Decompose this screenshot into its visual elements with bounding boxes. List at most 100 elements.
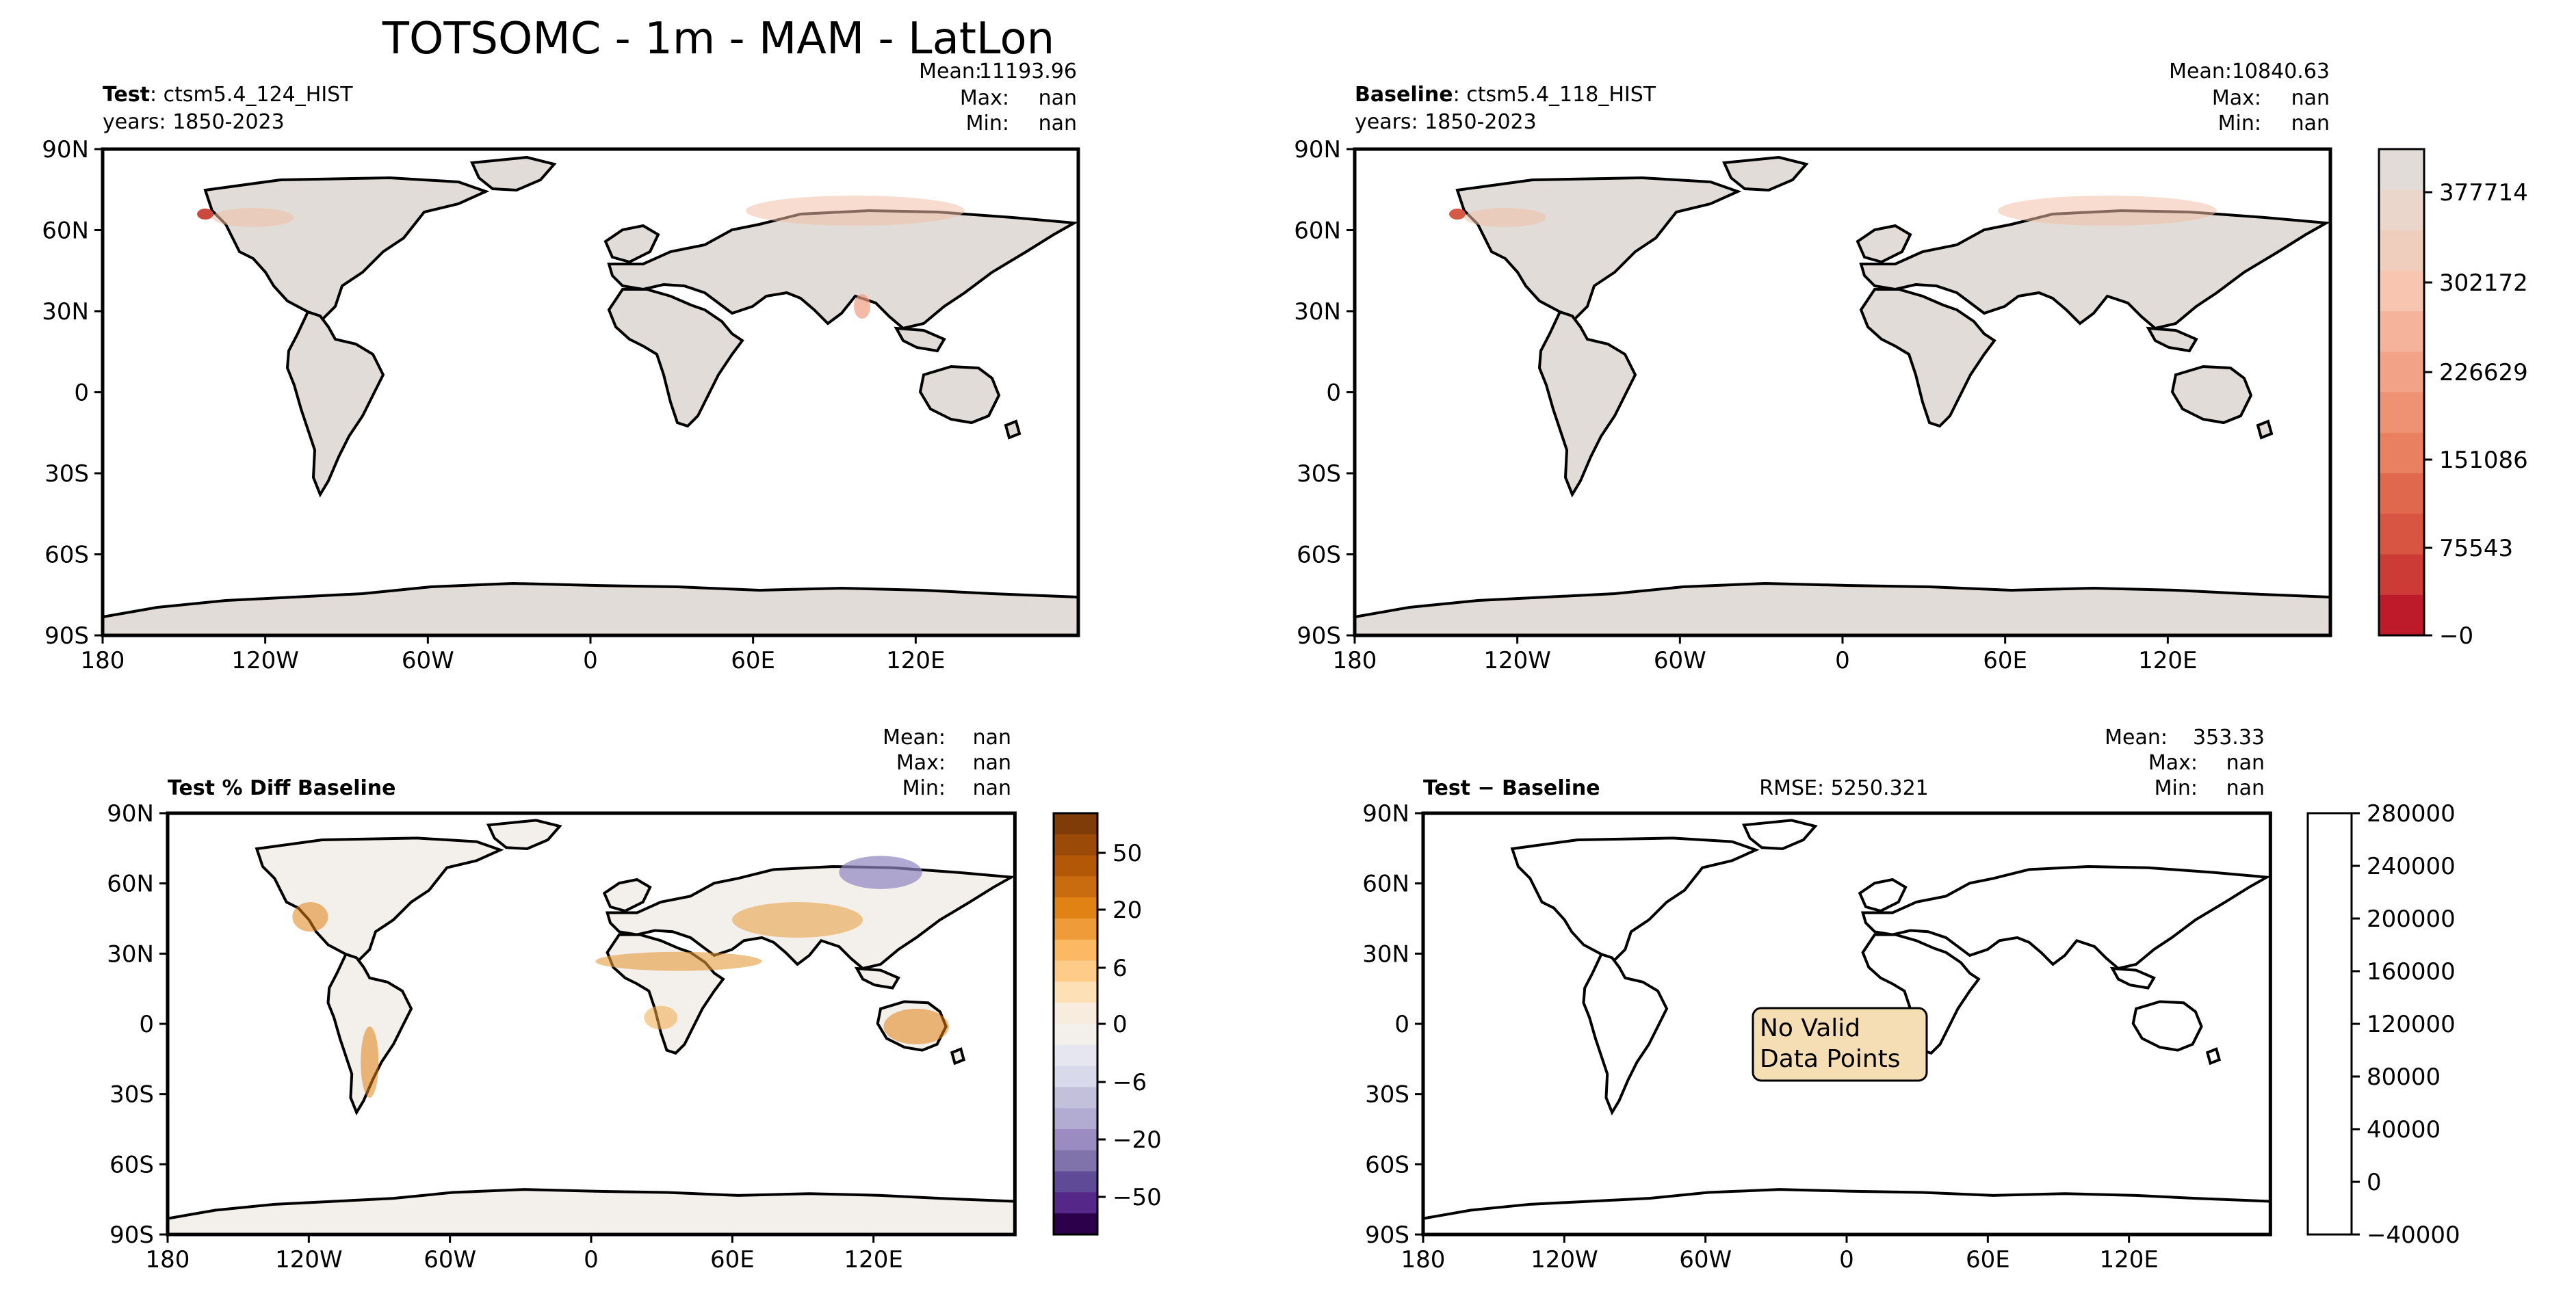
panel-baseline-max-label: Max: <box>2212 86 2261 110</box>
lat-tick-label: 90S <box>44 622 89 650</box>
lat-tick-label: 30S <box>1297 460 1341 488</box>
lat-tick-label: 60N <box>107 871 154 898</box>
colorbar-pct-segment <box>1054 855 1097 877</box>
colorbar-pct-segment <box>1054 1066 1097 1087</box>
panel-baseline-mean-label: Mean: <box>2169 60 2232 83</box>
lat-tick-label: 90N <box>1294 136 1341 163</box>
panel-diff-title: Test − Baseline <box>1423 776 1600 800</box>
colorbar-abs-segment <box>2379 594 2424 636</box>
map-anomaly <box>595 951 762 971</box>
lat-tick-label: 0 <box>1326 380 1341 407</box>
lon-tick-label: 120W <box>1531 1246 1598 1273</box>
panel-diff-min-value: nan <box>2226 776 2265 800</box>
lon-tick-label: 60W <box>1679 1246 1732 1273</box>
panel-test-max-value: nan <box>1039 86 1077 110</box>
panel-test-min-label: Min: <box>966 111 1009 135</box>
lat-tick-label: 30N <box>42 298 89 326</box>
colorbar-diff-label: 40000 <box>2367 1116 2441 1144</box>
lon-tick-label: 60E <box>731 647 775 674</box>
lon-tick-label: 0 <box>584 1246 599 1273</box>
lon-tick-label: 180 <box>81 647 125 674</box>
colorbar-abs-segment <box>2379 554 2424 596</box>
lat-tick-label: 30S <box>44 460 89 488</box>
colorbar-pct-segment <box>1054 1129 1097 1151</box>
panel-pctdiff-mean-value: nan <box>973 726 1011 750</box>
map-hotspot <box>854 294 870 319</box>
no-data-line-1: No Valid <box>1760 1014 1860 1042</box>
lat-tick-label: 90S <box>109 1222 154 1249</box>
colorbar-pct-label: −6 <box>1113 1069 1147 1096</box>
panel-test-years: years: 1850-2023 <box>103 110 285 134</box>
map-hotspot <box>1998 196 2217 226</box>
colorbar-pct-segment <box>1054 1213 1097 1235</box>
lon-tick-label: 60E <box>1983 647 2027 674</box>
lon-tick-label: 60E <box>1966 1246 2010 1273</box>
lat-tick-label: 0 <box>1394 1011 1409 1038</box>
panel-test-min-value: nan <box>1039 111 1077 135</box>
colorbar-pct-segment <box>1054 1150 1097 1172</box>
colorbar-pct-segment <box>1054 1044 1097 1067</box>
colorbar-abs-label: −0 <box>2439 622 2473 650</box>
lon-tick-label: 60W <box>424 1246 476 1273</box>
colorbar-abs-label: 377714 <box>2439 179 2528 207</box>
lon-tick-label: 60W <box>1654 647 1706 674</box>
colorbar-pct-segment <box>1054 1171 1097 1193</box>
panel-baseline-min-value: nan <box>2291 111 2330 135</box>
map-anomaly <box>839 856 922 889</box>
panel-pctdiff-mean-label: Mean: <box>883 726 946 750</box>
colorbars: 377714 302172 226629 151086 75543 −0 50 20 6 0 −6 −… <box>1052 148 2528 1249</box>
colorbar-abs-segment <box>2379 230 2424 272</box>
panel-diff: Test − Baseline RMSE: 5250.321 Mean: 353… <box>1421 726 2272 1237</box>
panel-test-mean-value: 11193.96 <box>979 60 1077 83</box>
map-hotspot <box>197 209 213 220</box>
map-anomaly <box>731 901 863 938</box>
panel-baseline-min-label: Min: <box>2218 111 2261 135</box>
colorbar-pct-segment <box>1054 939 1097 962</box>
colorbar-pct-segment <box>1054 1192 1097 1214</box>
map-hotspot <box>212 208 294 227</box>
colorbar-abs-segment <box>2379 432 2424 474</box>
colorbar-abs-segment <box>2379 149 2424 190</box>
lon-tick-label: 0 <box>1835 647 1850 674</box>
no-data-box <box>1752 1007 1928 1082</box>
panel-diff-mean-label: Mean: <box>2105 726 2168 750</box>
colorbar-abs-segment <box>2379 473 2424 514</box>
colorbar-pct-segment <box>1054 1087 1097 1109</box>
colorbar-pct-segment <box>1054 876 1097 898</box>
colorbar-pct-label: 20 <box>1113 897 1142 924</box>
map-hotspot <box>1449 209 1466 220</box>
panel-pctdiff-max-value: nan <box>973 751 1011 775</box>
colorbar-pct-label: −20 <box>1113 1126 1162 1154</box>
colorbar-pct-label: 50 <box>1113 840 1142 867</box>
map-anomaly <box>361 1026 379 1098</box>
colorbar-diff-label: 120000 <box>2367 1011 2456 1038</box>
colorbar-diff-label: 160000 <box>2367 958 2456 986</box>
lon-tick-label: 120W <box>275 1246 343 1273</box>
colorbar-pct-segment <box>1054 981 1097 1003</box>
colorbar-pct-segment <box>1054 897 1097 919</box>
lon-tick-label: 120W <box>1483 647 1551 674</box>
panel-diff-rmse: RMSE: 5250.321 <box>1759 776 1929 800</box>
lon-tick-label: 0 <box>1839 1246 1854 1273</box>
panel-diff-max-label: Max: <box>2148 751 2198 775</box>
map-hotspot <box>1464 208 1546 227</box>
axis-ticks: 180 120W 60W 0 60E 120E90N60N30N030S60S90S180… <box>42 136 2197 1273</box>
colorbar-pct-segment <box>1054 813 1097 835</box>
lat-tick-label: 30N <box>107 940 154 968</box>
colorbar-diff-label: −40000 <box>2367 1222 2460 1249</box>
panel-pctdiff-title: Test % Diff Baseline <box>168 776 396 800</box>
no-data-line-2: Data Points <box>1760 1045 1901 1073</box>
figure-title: TOTSOMC - 1m - MAM - LatLon <box>382 14 1054 64</box>
lat-tick-label: 90S <box>1297 622 1341 650</box>
colorbar-pct-label: −50 <box>1113 1184 1162 1211</box>
panel-test-label: Test: ctsm5.4_124_HIST <box>103 83 353 107</box>
lat-tick-label: 30N <box>1294 298 1341 326</box>
lon-tick-label: 180 <box>1333 647 1377 674</box>
colorbar-abs-segment <box>2379 270 2424 312</box>
panel-baseline-max-value: nan <box>2291 86 2330 110</box>
panel-diff-mean-value: 353.33 <box>2193 726 2265 750</box>
colorbar-diff-frame <box>2306 812 2353 1236</box>
panel-baseline-case: : ctsm5.4_118_HIST <box>1453 83 1656 107</box>
colorbar-pct-label: 6 <box>1113 955 1128 982</box>
lat-tick-label: 60N <box>1362 871 1409 898</box>
